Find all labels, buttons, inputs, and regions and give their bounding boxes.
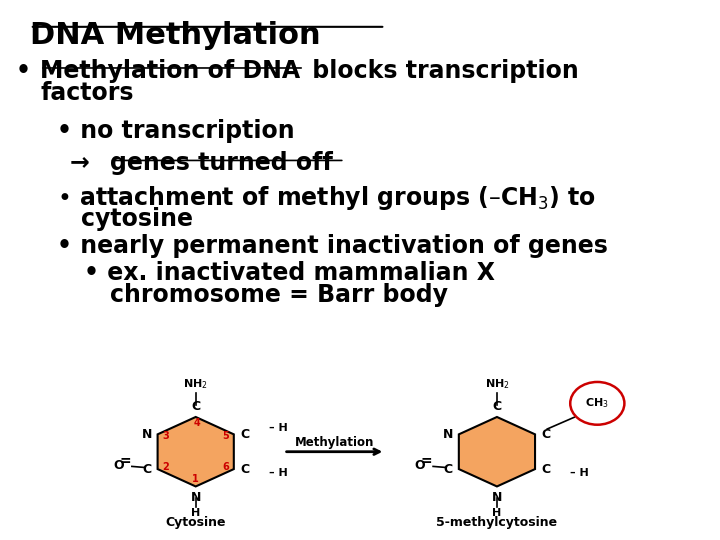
Text: N: N	[492, 491, 502, 504]
Text: →: →	[71, 151, 99, 176]
Text: 4: 4	[194, 418, 200, 428]
Polygon shape	[459, 417, 535, 487]
Text: blocks transcription: blocks transcription	[304, 59, 579, 83]
Text: 5: 5	[222, 431, 229, 442]
Text: 1: 1	[192, 474, 199, 484]
Text: C: C	[191, 400, 200, 413]
Text: C: C	[240, 428, 249, 441]
Text: Cytosine: Cytosine	[166, 516, 226, 529]
Text: DNA Methylation: DNA Methylation	[30, 22, 320, 50]
Text: C: C	[444, 463, 453, 476]
Text: N: N	[191, 491, 201, 504]
Text: 5-methylcytosine: 5-methylcytosine	[436, 516, 557, 529]
Text: C: C	[492, 400, 502, 413]
Text: O: O	[113, 460, 124, 472]
Text: •: •	[17, 59, 40, 83]
Text: 6: 6	[222, 462, 229, 472]
Text: • nearly permanent inactivation of genes: • nearly permanent inactivation of genes	[57, 234, 608, 258]
Text: H: H	[492, 508, 502, 518]
Polygon shape	[158, 417, 234, 487]
Text: NH$_2$: NH$_2$	[485, 377, 509, 391]
Text: N: N	[443, 428, 453, 441]
Text: • attachment of methyl groups (–CH$_3$) to: • attachment of methyl groups (–CH$_3$) …	[57, 185, 596, 212]
Text: Methylation: Methylation	[294, 436, 374, 449]
Text: CH$_3$: CH$_3$	[585, 396, 609, 410]
Text: Methylation of DNA: Methylation of DNA	[40, 59, 300, 83]
Text: genes turned off: genes turned off	[109, 151, 333, 176]
Text: • ex. inactivated mammalian X: • ex. inactivated mammalian X	[84, 261, 495, 285]
Text: O: O	[414, 460, 425, 472]
Text: factors: factors	[40, 82, 133, 105]
Text: – H: – H	[269, 423, 288, 433]
Text: C: C	[240, 463, 249, 476]
Text: H: H	[191, 508, 200, 518]
Text: NH$_2$: NH$_2$	[184, 377, 208, 391]
Text: =: =	[120, 454, 131, 468]
Text: 3: 3	[162, 431, 169, 442]
Text: 2: 2	[162, 462, 169, 472]
Text: N: N	[142, 428, 152, 441]
Text: cytosine: cytosine	[81, 207, 193, 231]
Text: C: C	[143, 463, 151, 476]
Text: C: C	[541, 428, 550, 441]
Text: • no transcription: • no transcription	[57, 119, 294, 143]
Text: chromosome = Barr body: chromosome = Barr body	[109, 284, 448, 307]
Text: C: C	[541, 463, 550, 476]
Text: – H: – H	[570, 468, 589, 478]
Text: =: =	[420, 454, 432, 468]
Text: – H: – H	[269, 468, 288, 478]
